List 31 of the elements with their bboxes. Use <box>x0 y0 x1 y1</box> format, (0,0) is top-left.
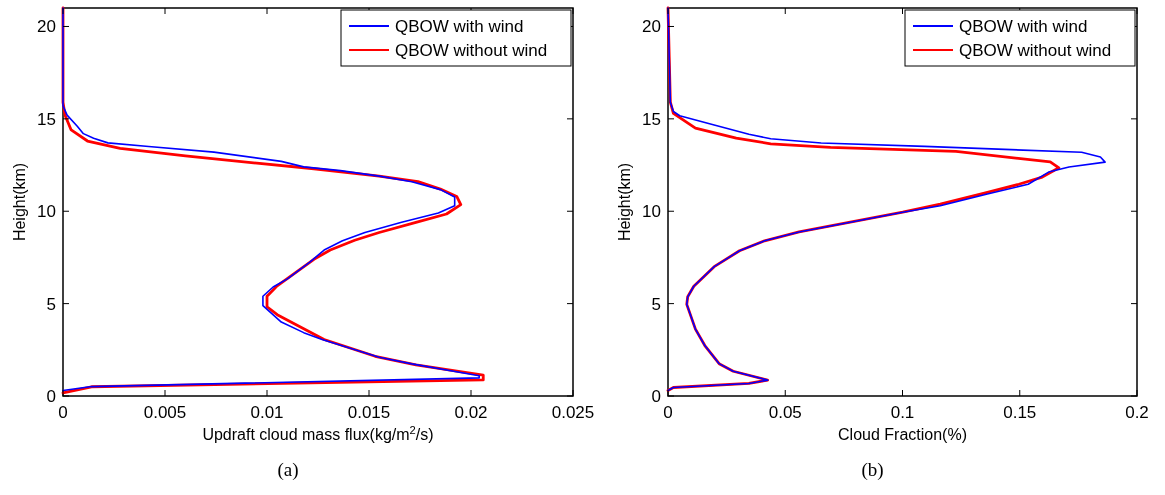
y-tick-label: 20 <box>642 17 661 37</box>
y-tick-label: 15 <box>37 109 56 129</box>
x-tick-label: 0.005 <box>143 403 187 422</box>
y-tick-label: 10 <box>642 202 661 222</box>
x-tick-label: 0.01 <box>250 403 284 422</box>
y-tick-label: 20 <box>37 17 56 37</box>
y-axis-title: Height(km) <box>616 162 633 242</box>
x-tick-label: 0.15 <box>1003 403 1037 422</box>
x-tick-label: 0.1 <box>890 403 915 422</box>
x-tick-label: 0.2 <box>1125 403 1149 422</box>
text: (b) <box>861 459 884 481</box>
y-axis-title: Height(km) <box>11 162 28 242</box>
x-tick-label: 0 <box>663 403 673 422</box>
y-tick-label: 0 <box>46 387 56 406</box>
y-tick-label: 10 <box>37 202 56 222</box>
legend-label: QBOW with wind <box>395 17 524 36</box>
legend-label: QBOW with wind <box>959 17 1088 36</box>
x-axis-title: Updraft cloud mass flux(kg/m$^{2}$/s) <box>202 424 434 443</box>
legend-label: QBOW without wind <box>395 41 548 60</box>
legend-label: QBOW without wind <box>959 41 1112 60</box>
y-tick-label: 0 <box>651 387 661 406</box>
x-tick-label: 0.02 <box>454 403 488 422</box>
x-tick-label: 0 <box>58 403 68 422</box>
x-tick-label: 0.025 <box>551 403 595 422</box>
y-tick-label: 5 <box>651 294 661 314</box>
text: (a) <box>277 459 299 481</box>
x-axis-title: Cloud Fraction(%) <box>838 426 967 443</box>
y-tick-label: 5 <box>46 294 56 314</box>
x-tick-label: 0.015 <box>347 403 391 422</box>
y-tick-label: 15 <box>642 109 661 129</box>
x-tick-label: 0.05 <box>768 403 802 422</box>
